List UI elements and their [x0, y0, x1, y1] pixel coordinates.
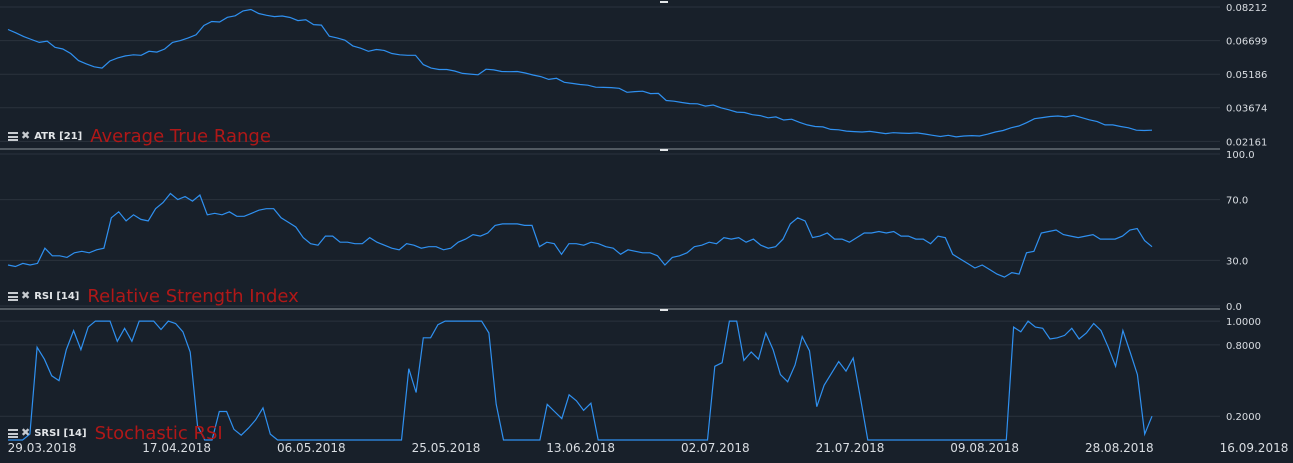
pane-resize-handle[interactable] — [660, 149, 668, 151]
y-tick-label: 0.0 — [1226, 302, 1242, 313]
srsi-indicator-code: SRSI [14] — [34, 427, 87, 439]
y-tick-label: 0.08212 — [1226, 3, 1267, 14]
pane-2: 1.0000 0.8000 0.2000 — [0, 317, 1261, 441]
y-tick-label: 100.0 — [1226, 150, 1255, 161]
close-icon[interactable]: ✖ — [21, 289, 31, 302]
pane-0: 0.08212 0.06699 0.05186 0.03674 0.02161 — [0, 3, 1267, 148]
list-icon[interactable] — [8, 131, 18, 141]
x-tick-label: 17.04.2018 — [142, 441, 211, 455]
y-tick-label: 0.8000 — [1226, 341, 1261, 352]
y-tick-label: 0.05186 — [1226, 70, 1267, 81]
y-tick-label: 0.02161 — [1226, 137, 1267, 148]
list-icon[interactable] — [8, 428, 18, 438]
x-tick-label: 21.07.2018 — [816, 441, 885, 455]
pane-1: 100.0 70.0 30.0 0.0 — [0, 150, 1255, 313]
y-tick-label: 30.0 — [1226, 256, 1248, 267]
rsi-pane-label: ✖ RSI [14] Relative Strength Index — [8, 285, 299, 307]
close-icon[interactable]: ✖ — [21, 426, 31, 439]
rsi-indicator-name: Relative Strength Index — [87, 285, 299, 307]
series-line-atr — [7, 8, 1153, 138]
x-tick-label: 25.05.2018 — [412, 441, 481, 455]
x-tick-label: 28.08.2018 — [1085, 441, 1154, 455]
rsi-indicator-code: RSI [14] — [34, 290, 80, 302]
x-tick-label: 09.08.2018 — [950, 441, 1019, 455]
pane-resize-handle[interactable] — [660, 309, 668, 311]
y-tick-label: 0.06699 — [1226, 37, 1267, 48]
list-icon[interactable] — [8, 291, 18, 301]
atr-pane-label: ✖ ATR [21] Average True Range — [8, 125, 271, 147]
y-tick-label: 0.03674 — [1226, 104, 1267, 115]
y-tick-label: 70.0 — [1226, 196, 1248, 207]
atr-indicator-code: ATR [21] — [34, 130, 83, 142]
close-icon[interactable]: ✖ — [21, 129, 31, 142]
srsi-indicator-name: Stochastic RSI — [94, 422, 223, 444]
pane-resize-handle[interactable] — [660, 1, 668, 3]
x-tick-label: 02.07.2018 — [681, 441, 750, 455]
series-line-rsi — [7, 192, 1153, 278]
series-line-srsi — [8, 320, 1153, 441]
atr-indicator-name: Average True Range — [90, 125, 271, 147]
x-tick-label: 06.05.2018 — [277, 441, 346, 455]
x-tick-label: 13.06.2018 — [546, 441, 615, 455]
srsi-pane-label: ✖ SRSI [14] Stochastic RSI — [8, 422, 223, 444]
y-tick-label: 0.2000 — [1226, 412, 1261, 423]
x-tick-label: 16.09.2018 — [1220, 441, 1289, 455]
y-tick-label: 1.0000 — [1226, 317, 1261, 328]
x-tick-label: 29.03.2018 — [8, 441, 77, 455]
